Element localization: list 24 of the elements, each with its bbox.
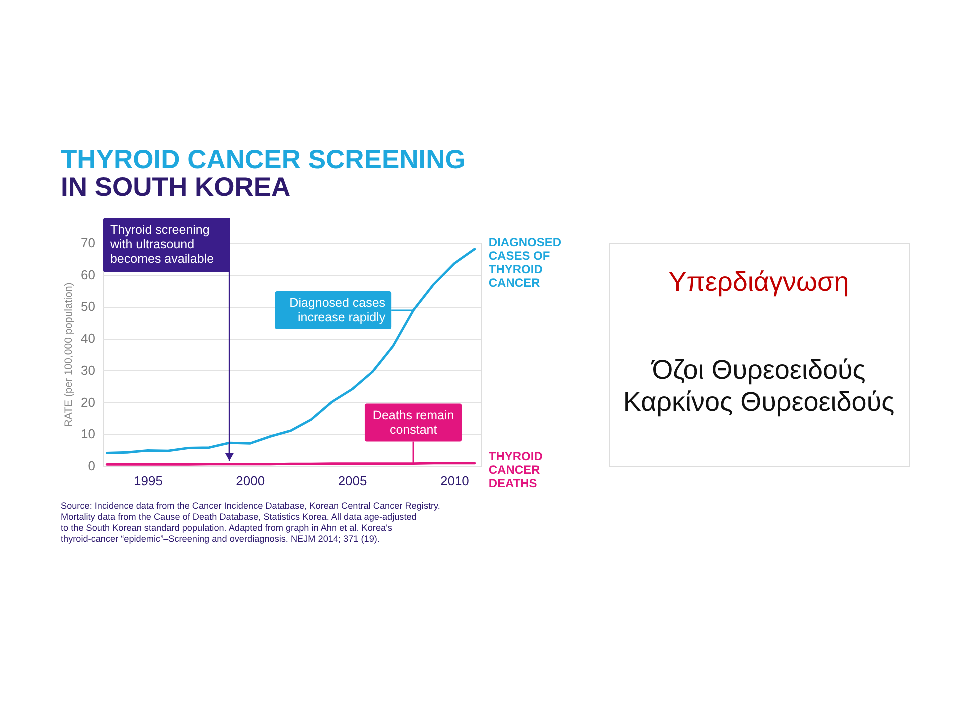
y-tick-label: 50 [81,299,96,314]
annotation: Deaths remain constant [372,408,454,437]
series-label: DIAGNOSED CASES OF THYROID CANCER [488,235,562,290]
y-tick-label: 60 [81,267,96,282]
y-tick-label: 0 [88,458,96,474]
chart-title: THYROID CANCER SCREENING [61,144,466,174]
y-axis-title: RATE (per 100,000 population) [63,282,76,428]
chart-subtitle: IN SOUTH KOREA [61,172,291,202]
source-note: Source: Incidence data from the Cancer Incidence Database, Korean Central Cancer Registry. Mortality data from the Cause of Death Database, Statistics Korea. All data age-adjusted to the South Korean standard population. Adapted from graph in Ahn et al. Korea's thyroid-cancer “epidemic”–Screening and overdiagnosis. NEJM 2014; 371 (19). [61,501,440,544]
annotation: Diagnosed cases increase rapidly [290,296,386,325]
text: Υπερδιάγνωση [668,267,850,297]
text: Όζοι Θυρεοειδούς [651,355,866,385]
text: Καρκίνος Θυρεοειδούς [623,387,895,417]
x-tick-label: 2005 [338,474,368,488]
y-tick-label: 30 [81,362,96,378]
ref-line-label: Thyroid screening with ultrasound becomes available [109,223,214,266]
series-label: THYROID CANCER DEATHS [488,449,544,490]
x-tick-label: 1995 [134,474,163,488]
y-tick-label: 10 [81,426,96,442]
x-tick-label: 2000 [236,474,266,488]
x-tick-label: 2010 [440,474,470,488]
y-tick-label: 70 [81,236,96,250]
y-tick-label: 40 [81,331,96,346]
y-tick-label: 20 [81,394,96,410]
